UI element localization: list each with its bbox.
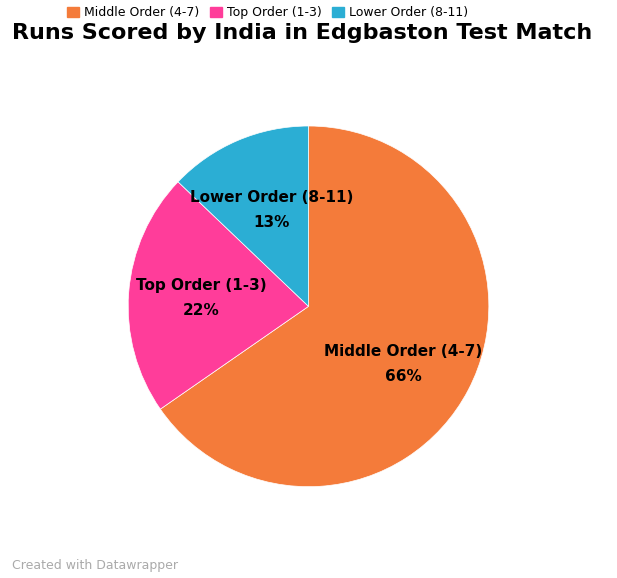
Wedge shape <box>160 126 489 487</box>
Text: Lower Order (8-11): Lower Order (8-11) <box>190 190 354 205</box>
Text: Middle Order (4-7): Middle Order (4-7) <box>324 344 482 359</box>
Wedge shape <box>128 182 308 409</box>
Text: 13%: 13% <box>254 215 290 230</box>
Text: Created with Datawrapper: Created with Datawrapper <box>12 560 178 572</box>
Text: Runs Scored by India in Edgbaston Test Match: Runs Scored by India in Edgbaston Test M… <box>12 23 592 43</box>
Legend: Middle Order (4-7), Top Order (1-3), Lower Order (8-11): Middle Order (4-7), Top Order (1-3), Low… <box>67 6 468 19</box>
Wedge shape <box>178 126 308 306</box>
Text: 22%: 22% <box>183 303 220 318</box>
Text: Top Order (1-3): Top Order (1-3) <box>136 278 267 293</box>
Text: 66%: 66% <box>385 369 421 384</box>
